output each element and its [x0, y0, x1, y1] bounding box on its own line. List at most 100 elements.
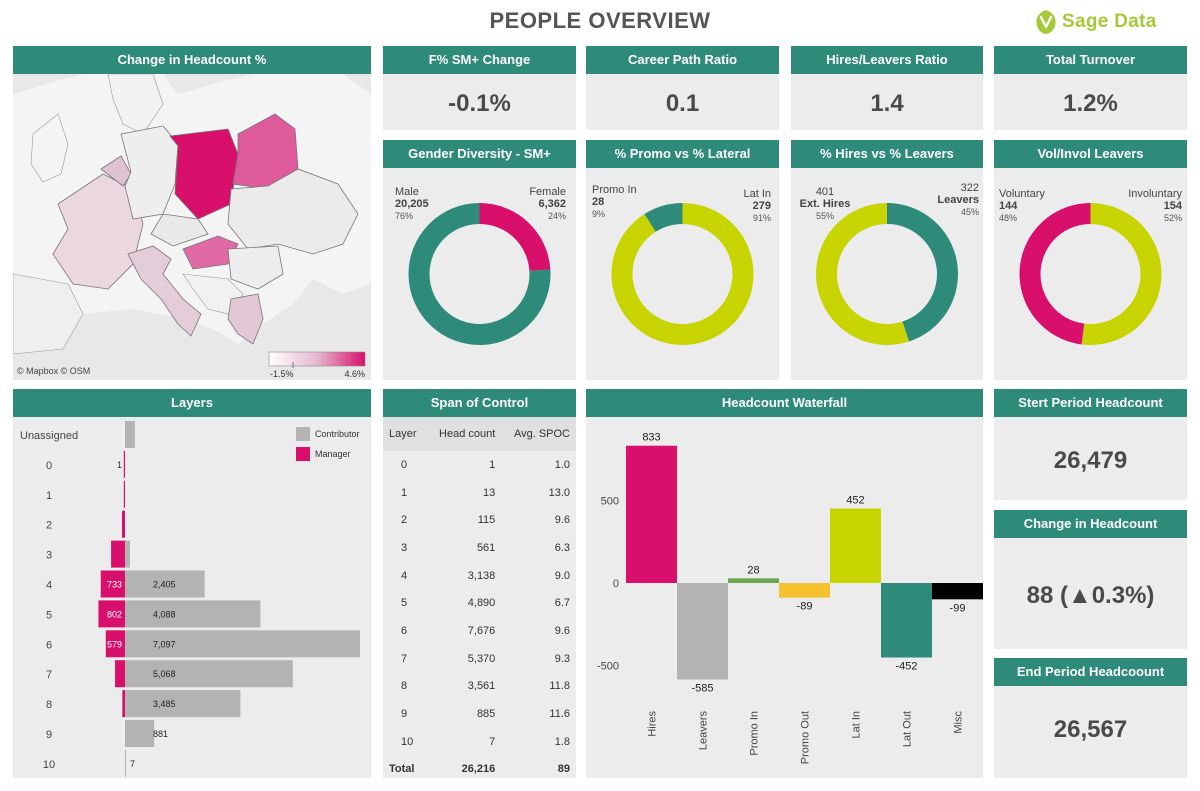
table-cell: 115	[477, 514, 496, 527]
table-cell: 8	[401, 680, 408, 693]
layers-legend-label: Contributor	[315, 429, 360, 439]
table-cell: 5,370	[467, 652, 496, 665]
layer-bar-contributor[interactable]	[125, 421, 135, 448]
donut-hires-segment-left[interactable]	[815, 203, 909, 345]
layer-label: 1	[46, 490, 52, 502]
waterfall-data-label: -452	[895, 660, 917, 672]
table-cell: 11.6	[549, 708, 570, 721]
layer-bar-contributor[interactable]	[125, 630, 360, 658]
donut-promo-segment-left[interactable]	[644, 203, 683, 232]
waterfall-data-label: -89	[797, 601, 813, 613]
table-row: 3 561 6.3	[383, 534, 576, 562]
layer-bar-contributor[interactable]	[125, 690, 241, 718]
layer-bar-manager[interactable]	[111, 540, 125, 568]
kpi-career-path-title: Career Path Ratio	[586, 46, 779, 74]
table-cell: 4,890	[467, 597, 496, 610]
waterfall-bar[interactable]	[626, 445, 677, 583]
table-row: 7 5,370 9.3	[383, 645, 576, 673]
table-cell: 1.8	[554, 735, 570, 748]
map-attribution: © Mapbox © OSM	[17, 366, 90, 376]
layer-bar-manager[interactable]	[100, 570, 125, 598]
layer-bar-contributor[interactable]	[125, 600, 261, 628]
waterfall-chart[interactable]: 500 0 -500 833 Hires -585 Leavers 28 Promo In -89…	[586, 417, 983, 778]
layer-bar-manager[interactable]	[115, 660, 125, 688]
donut-gender-segment-left[interactable]	[408, 203, 551, 345]
donut-volinvol-segment-left[interactable]	[1019, 203, 1091, 345]
table-cell: 1.0	[554, 458, 570, 471]
map-panel: Change in Headcount %	[13, 46, 371, 380]
country-greece[interactable]	[227, 293, 264, 345]
layer-label-manager: 579	[107, 639, 122, 649]
kpi-hires-leavers-value: 1.4	[870, 90, 904, 117]
layer-bar-manager[interactable]	[98, 600, 125, 628]
kpi-change-headcount-value: 88 (▲0.3%)	[1026, 582, 1155, 609]
layer-label-contributor: 7,097	[153, 639, 176, 649]
layers-legend-swatch	[296, 447, 310, 461]
spoc-col-avg-spoc[interactable]: Avg. SPOC	[501, 417, 576, 451]
kpi-hires-leavers: Hires/Leavers Ratio 1.4	[791, 46, 983, 130]
waterfall-bar[interactable]	[677, 583, 728, 680]
donut-volinvol-title: Vol/Invol Leavers	[994, 140, 1187, 168]
donut-gender-chart[interactable]	[383, 168, 576, 380]
layers-legend-label: Manager	[315, 449, 351, 459]
waterfall-bar[interactable]	[728, 578, 779, 583]
layer-bar-contributor[interactable]	[125, 720, 155, 747]
layer-bar-manager[interactable]	[122, 510, 125, 538]
waterfall-category-label: Hires	[647, 711, 659, 737]
layer-bar-contributor[interactable]	[125, 570, 205, 598]
table-cell: 10	[401, 735, 414, 748]
kpi-end-headcount-title: End Period Headcoount	[994, 658, 1187, 686]
spoc-col-headcount[interactable]: Head count	[426, 417, 502, 451]
waterfall-bar[interactable]	[932, 583, 983, 600]
layer-bar-manager[interactable]	[105, 630, 125, 658]
layer-bar-manager[interactable]	[123, 450, 125, 478]
donut-hires-segment-right[interactable]	[887, 203, 958, 342]
layer-label: 8	[46, 699, 52, 711]
donut-volinvol-segment-right[interactable]	[1081, 203, 1162, 345]
donut-promo-chart[interactable]	[586, 168, 779, 380]
waterfall-bar[interactable]	[830, 508, 881, 583]
layer-label-contributor: 2,405	[153, 579, 176, 589]
donut-promo-segment-right[interactable]	[611, 203, 754, 345]
table-cell: 4	[401, 569, 408, 582]
leaf-icon	[1036, 10, 1056, 34]
table-cell: 3,138	[467, 569, 496, 582]
waterfall-data-label: 833	[642, 432, 660, 444]
layer-bar-contributor[interactable]	[125, 749, 126, 777]
logo-text: Sage Data	[1062, 11, 1157, 32]
layers-chart[interactable]: Unassigned 0 1 1 2 3 4 2,405 733 5 4,088 802 6 7,097 5…	[13, 417, 371, 778]
donut-gender-segment-right[interactable]	[479, 203, 551, 271]
table-cell: 1	[489, 458, 496, 471]
country-italy[interactable]	[127, 245, 202, 337]
donut-gender-right-label: Female 6,362 24%	[529, 186, 566, 221]
table-cell: 13.0	[548, 486, 570, 499]
waterfall-bar[interactable]	[779, 583, 830, 598]
kpi-end-headcount-value: 26,567	[1053, 716, 1128, 743]
layer-bar-manager[interactable]	[122, 690, 125, 718]
kpi-f-sm-change: F% SM+ Change -0.1%	[383, 46, 576, 130]
waterfall-y-tick: 0	[613, 578, 619, 590]
map-legend-min: -1.5%	[270, 369, 294, 379]
layer-label: 2	[46, 520, 52, 532]
waterfall-bar[interactable]	[881, 583, 932, 658]
layer-bar-contributor[interactable]	[125, 540, 130, 568]
donut-gender-title: Gender Diversity - SM+	[383, 140, 576, 168]
spoc-col-layer[interactable]: Layer	[383, 417, 427, 451]
waterfall-data-label: 452	[846, 495, 864, 507]
layer-bar-manager[interactable]	[123, 480, 125, 508]
layer-bar-contributor[interactable]	[125, 660, 293, 688]
donut-volinvol-chart[interactable]	[994, 168, 1187, 380]
donut-panel-promo: % Promo vs % Lateral Promo In 28 9% Lat In…	[586, 140, 779, 380]
table-row: 9 885 11.6	[383, 700, 576, 728]
table-cell: 26,216	[461, 763, 496, 776]
country-poland[interactable]	[169, 128, 239, 220]
europe-map[interactable]: -1.5% 4.6% © Mapbox © OSM	[13, 74, 371, 380]
kpi-change-headcount: Change in Headcount 88 (▲0.3%)	[994, 510, 1187, 649]
brand-logo: Sage Data	[1034, 8, 1157, 36]
table-cell: 561	[476, 541, 496, 554]
donut-hires-chart[interactable]	[791, 168, 983, 380]
donut-promo-left-label: Promo In 28 9%	[592, 184, 637, 219]
donut-volinvol-right-label: Involuntary 154 52%	[1128, 188, 1182, 223]
layers-legend-swatch	[296, 427, 310, 441]
spoc-title: Span of Control	[383, 389, 576, 417]
